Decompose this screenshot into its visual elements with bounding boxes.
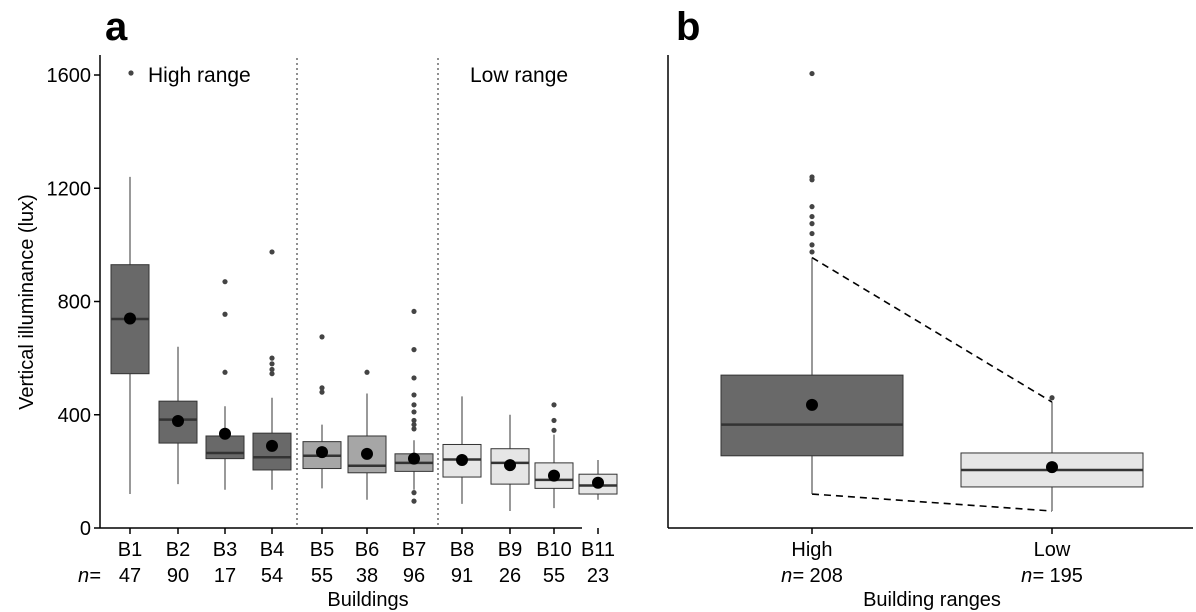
n-count: 208: [804, 565, 843, 587]
x-tick-label: B3: [213, 539, 237, 561]
mean-point: [592, 476, 604, 489]
outlier-point: [809, 249, 815, 255]
n-value: 54: [261, 565, 283, 587]
x-tick-label: B1: [118, 539, 142, 561]
n-value: 23: [587, 565, 609, 587]
outlier-point: [222, 279, 228, 285]
outlier-point: [319, 389, 325, 395]
group-label-low: Low range: [470, 64, 568, 87]
outlier-point: [809, 230, 815, 237]
outlier-point: [269, 366, 275, 373]
y-tick-label: 800: [58, 292, 91, 314]
x-tick-label: B6: [355, 539, 379, 561]
outlier-point: [551, 402, 557, 408]
outlier-point: [222, 311, 228, 317]
x-tick-label: B2: [166, 539, 190, 561]
outlier-point: [551, 417, 557, 424]
outlier-point: [809, 213, 815, 220]
connector-upper: [811, 256, 1053, 403]
outlier-point: [809, 204, 815, 210]
mean-point: [504, 459, 516, 472]
n-prefix: n=: [781, 565, 804, 587]
outlier-point: [269, 361, 275, 367]
x-tick-label: High: [791, 539, 832, 561]
outlier-point: [809, 174, 815, 180]
x-tick-label: B10: [536, 539, 572, 561]
n-value: 26: [499, 565, 521, 587]
outlier-point: [411, 392, 417, 398]
n-prefix-label: n=: [78, 565, 101, 587]
outlier-point: [809, 242, 815, 248]
n-value: 17: [214, 565, 236, 587]
mean-point: [219, 427, 231, 440]
group-label-high: High range: [148, 64, 251, 87]
mean-point: [806, 398, 818, 411]
outlier-point: [411, 308, 417, 315]
n-value: n= 208: [781, 565, 843, 587]
outlier-point: [809, 221, 815, 227]
y-axis-label: Vertical illuminance (lux): [16, 194, 38, 410]
mean-point: [456, 454, 468, 467]
x-tick-label: B4: [260, 539, 284, 561]
mean-point: [408, 452, 420, 465]
outlier-point: [1049, 395, 1055, 401]
mean-point: [1046, 461, 1058, 474]
n-value: 47: [119, 565, 141, 587]
n-value: 38: [356, 565, 378, 587]
mean-point: [266, 439, 278, 452]
mean-point: [316, 446, 328, 459]
x-tick-label: B11: [581, 539, 615, 561]
panel-label-a: a: [105, 5, 128, 49]
panel-label-b: b: [676, 5, 700, 49]
mean-point: [548, 469, 560, 482]
n-value: n= 195: [1021, 565, 1083, 587]
outlier-point: [319, 385, 325, 391]
x-tick-label: Low: [1034, 539, 1071, 561]
mean-point: [172, 414, 184, 427]
x-tick-label: B9: [498, 539, 522, 561]
x-tick-label: B7: [402, 539, 426, 561]
x-axis-label-b: Building ranges: [863, 589, 1001, 611]
outlier-point: [364, 369, 370, 375]
n-value: 55: [543, 565, 565, 587]
outlier-point: [319, 334, 325, 340]
y-tick-label: 1600: [47, 65, 92, 87]
outlier-point: [411, 422, 417, 428]
outlier-point: [551, 427, 557, 433]
x-axis-label-a: Buildings: [327, 589, 408, 611]
n-prefix: n=: [1021, 565, 1044, 587]
y-tick-label: 1200: [47, 178, 92, 200]
outlier-point: [411, 426, 417, 432]
y-tick-label: 0: [80, 518, 91, 540]
outlier-point: [411, 498, 417, 504]
outlier-point: [411, 417, 417, 424]
outlier-point: [411, 375, 417, 381]
panel-a-plot: 0 400 800 1200 1600 B1 47 B2 90 B3 17 B4 54 B5 55 B6 38 B…: [47, 55, 618, 587]
outlier-point: [809, 70, 815, 77]
mean-point: [361, 447, 373, 460]
outlier-point: [269, 371, 275, 377]
box-B8: [442, 443, 482, 478]
outlier-point: [411, 347, 417, 353]
outlier-point: [269, 355, 275, 361]
x-tick-label: B5: [310, 539, 334, 561]
connector-lower: [811, 493, 1053, 512]
n-count: 195: [1044, 565, 1083, 587]
outlier-point: [269, 249, 275, 255]
n-value: 91: [451, 565, 473, 587]
outlier-point: [411, 490, 417, 496]
n-value: 55: [311, 565, 333, 587]
mean-point: [124, 312, 136, 325]
box-High: [720, 374, 904, 457]
x-tick-label: B8: [450, 539, 474, 561]
panel-b-plot: High n= 208 Low n= 195: [667, 55, 1193, 587]
n-value: 90: [167, 565, 189, 587]
outlier-point: [411, 402, 417, 408]
outlier-point: [411, 409, 417, 415]
outlier-point: [222, 369, 228, 375]
outlier-legend-dot: [128, 70, 134, 76]
y-tick-label: 400: [58, 405, 91, 427]
n-value: 96: [403, 565, 425, 587]
